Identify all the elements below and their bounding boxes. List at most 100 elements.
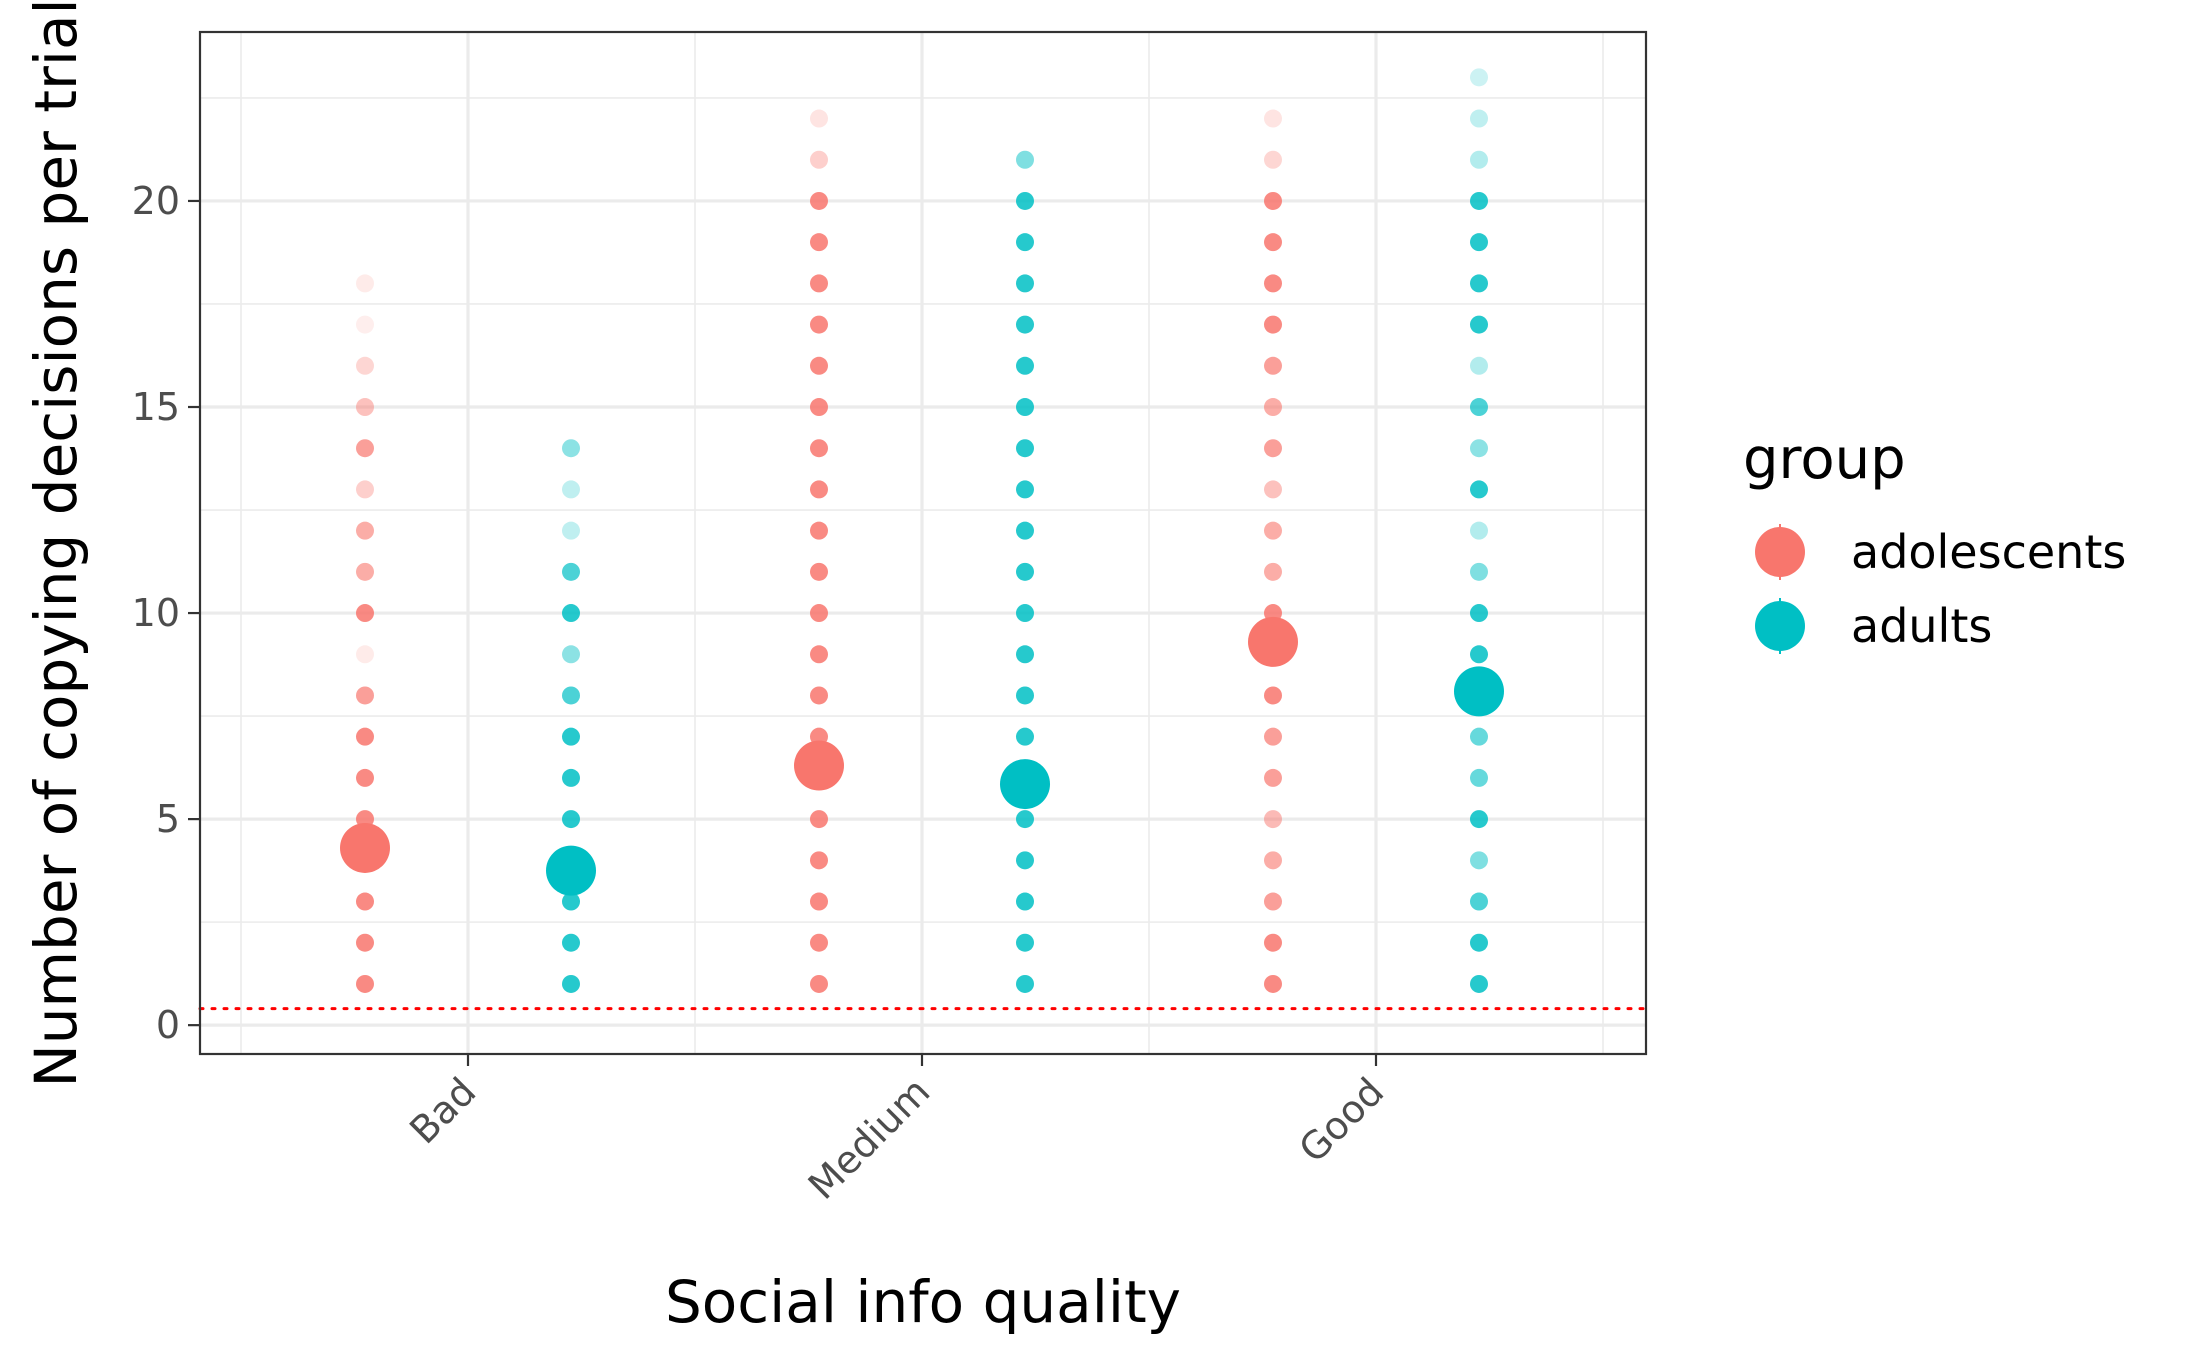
data-point-adolescents [810, 521, 828, 540]
data-point-adults [562, 892, 580, 911]
data-point-adults [1016, 851, 1034, 870]
data-point-adults [1470, 974, 1488, 993]
data-point-adults [1016, 604, 1034, 623]
data-point-adolescents [356, 974, 374, 993]
mean-point-adolescents [1248, 616, 1298, 667]
data-point-adolescents [810, 398, 828, 417]
legend-title: group [1743, 427, 1906, 492]
data-point-adolescents [810, 274, 828, 293]
data-point-adolescents [810, 315, 828, 334]
data-point-adults [1470, 933, 1488, 952]
data-point-adults [562, 562, 580, 581]
data-point-adolescents [1264, 810, 1282, 829]
data-point-adults [1470, 727, 1488, 746]
data-point-adolescents [810, 439, 828, 458]
legend-label-adults: adults [1851, 599, 1992, 653]
data-point-adults [1470, 191, 1488, 210]
data-point-adults [562, 727, 580, 746]
data-point-adults [562, 810, 580, 829]
data-point-adolescents [356, 892, 374, 911]
data-point-adolescents [356, 933, 374, 952]
y-tick-label: 0 [156, 1003, 180, 1047]
y-tick-label: 20 [132, 179, 180, 223]
data-point-adolescents [810, 109, 828, 128]
x-tick-label: Medium [800, 1069, 939, 1208]
grid-major [200, 32, 1646, 1054]
legend-items: adolescents adults [1755, 524, 2126, 654]
data-point-adolescents [810, 933, 828, 952]
data-point-adults [1470, 810, 1488, 829]
data-point-adolescents [1264, 398, 1282, 417]
data-point-adolescents [1264, 686, 1282, 705]
data-point-adolescents [1264, 521, 1282, 540]
data-point-adults [1470, 315, 1488, 334]
legend-key-adolescents [1755, 527, 1805, 577]
data-point-adolescents [810, 356, 828, 375]
data-point-adults [1470, 439, 1488, 458]
mean-point-adults [1000, 759, 1050, 810]
x-axis: Bad Medium Good [401, 1054, 1392, 1208]
data-point-adults [1016, 233, 1034, 252]
data-point-adults [562, 439, 580, 458]
data-point-adults [562, 768, 580, 787]
data-point-adolescents [810, 851, 828, 870]
legend-key-adults [1755, 601, 1805, 651]
data-point-adolescents [810, 810, 828, 829]
data-point-adults [1470, 68, 1488, 87]
data-point-adolescents [1264, 233, 1282, 252]
data-point-adolescents [810, 645, 828, 664]
data-point-adults [1470, 150, 1488, 169]
data-point-adolescents [810, 480, 828, 499]
data-point-adolescents [356, 686, 374, 705]
data-point-adults [1016, 398, 1034, 417]
data-point-adults [562, 933, 580, 952]
data-point-adults [1470, 645, 1488, 664]
data-point-adults [1470, 356, 1488, 375]
x-tick-label: Good [1290, 1069, 1392, 1171]
data-point-adults [1016, 933, 1034, 952]
data-point-adults [1016, 892, 1034, 911]
y-axis: 0 5 10 15 20 [132, 179, 200, 1047]
data-point-adults [1016, 439, 1034, 458]
data-point-adults [1470, 562, 1488, 581]
legend-label-adolescents: adolescents [1851, 525, 2126, 579]
data-point-adults [1016, 480, 1034, 499]
data-point-adolescents [356, 727, 374, 746]
data-point-adolescents [810, 686, 828, 705]
data-point-adolescents [1264, 315, 1282, 334]
points-layer [356, 68, 1488, 993]
data-point-adults [1470, 851, 1488, 870]
data-point-adults [1470, 274, 1488, 293]
data-point-adolescents [1264, 768, 1282, 787]
data-point-adults [1016, 810, 1034, 829]
data-point-adolescents [356, 356, 374, 375]
data-point-adolescents [356, 645, 374, 664]
data-point-adults [1470, 480, 1488, 499]
data-point-adults [562, 645, 580, 664]
data-point-adolescents [1264, 851, 1282, 870]
data-point-adolescents [356, 439, 374, 458]
data-point-adults [1016, 315, 1034, 334]
data-point-adults [562, 480, 580, 499]
data-point-adolescents [1264, 892, 1282, 911]
mean-point-adolescents [794, 740, 844, 791]
data-point-adolescents [1264, 933, 1282, 952]
data-point-adults [1470, 768, 1488, 787]
y-tick-label: 5 [156, 797, 180, 841]
data-point-adults [1016, 191, 1034, 210]
data-point-adults [1016, 974, 1034, 993]
data-point-adults [562, 686, 580, 705]
data-point-adolescents [810, 191, 828, 210]
data-point-adolescents [1264, 727, 1282, 746]
y-axis-title: Number of copying decisions per trial [22, 0, 90, 1088]
data-point-adolescents [356, 274, 374, 293]
data-point-adults [562, 604, 580, 623]
data-point-adolescents [1264, 356, 1282, 375]
data-point-adults [1470, 398, 1488, 417]
mean-point-adults [546, 845, 596, 896]
data-point-adults [1016, 562, 1034, 581]
data-point-adults [562, 974, 580, 993]
data-point-adolescents [1264, 439, 1282, 458]
data-point-adults [1016, 274, 1034, 293]
